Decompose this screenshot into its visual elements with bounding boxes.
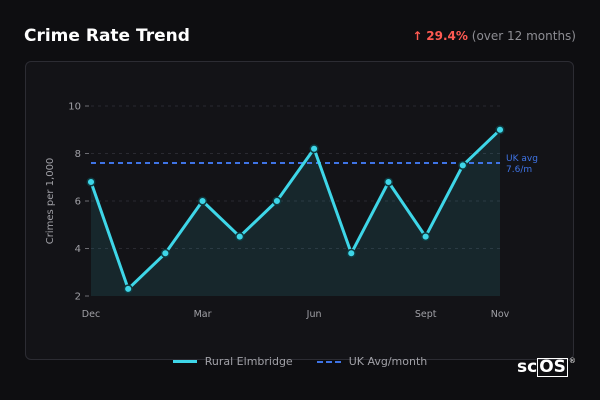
y-axis-label: Crimes per 1,000 [45,158,56,245]
uk-average-label: UK avg [506,154,538,164]
data-point-sept [421,232,431,242]
scos-logo: sc OS ® [517,357,576,377]
area-fill [91,129,500,296]
legend-item-average[interactable]: UK Avg/month [316,355,428,368]
y-tick-label: 4 [75,244,81,255]
x-tick-label: Mar [194,309,212,320]
legend-series-label: Rural Elmbridge [204,355,293,368]
y-axis-ticks: 2 4 6 8 10 [68,102,89,303]
series-line-rural-elmbridge [89,128,502,291]
logo-box-text: OS [537,356,568,377]
chart-card [25,61,574,360]
y-tick-label: 6 [75,197,81,208]
data-point-apr [235,232,245,242]
logo-registered-mark: ® [568,357,576,365]
data-point-aug [383,177,394,187]
grid-lines [91,105,500,249]
data-point-jun [309,144,319,154]
x-tick-label: Nov [491,309,510,320]
change-percent: 29.4% [426,29,468,43]
change-arrow: ↑ [412,29,423,43]
data-point-jan [123,284,133,294]
data-point-nov [495,125,505,135]
x-axis-ticks: Dec Mar Jun Sept Nov [82,309,510,320]
y-tick-label: 10 [68,102,81,113]
data-points [86,125,505,294]
chart-legend: Rural Elmbridge UK Avg/month [0,355,600,368]
chart-title: Crime Rate Trend [24,26,190,46]
change-period: (over 12 months) [471,29,576,43]
x-tick-label: Dec [82,309,100,320]
logo-text: sc [517,357,538,377]
data-point-feb [160,248,170,258]
legend-average-label: UK Avg/month [348,355,428,368]
y-tick-label: 2 [75,292,81,303]
x-tick-label: Jun [306,309,322,320]
x-tick-label: Sept [415,309,437,320]
uk-average-value-label: 7.6/m [506,165,532,175]
legend-series-swatch [172,360,197,363]
legend-average-swatch [316,360,341,363]
data-point-oct [458,160,468,170]
legend-item-series[interactable]: Rural Elmbridge [172,355,293,368]
y-tick-label: 8 [75,149,81,160]
data-point-mar [197,196,208,206]
data-point-jul [346,248,356,258]
data-point-may [272,196,282,206]
trend-change: ↑ 29.4% (over 12 months) [412,29,576,43]
data-point-dec [86,177,96,187]
